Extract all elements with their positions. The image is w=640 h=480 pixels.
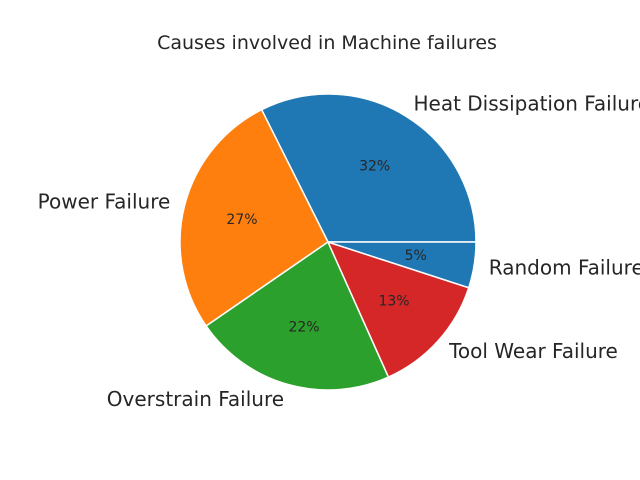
pie-percent-label: 13% (378, 293, 409, 309)
pie-slice-overstrain-failure (205, 240, 390, 391)
pie-category-label: Random Failures (489, 255, 640, 279)
pie-percent-label: 32% (359, 158, 390, 174)
pie-category-label: Heat Dissipation Failure (413, 91, 640, 115)
pie-category-label: Power Failure (38, 190, 171, 214)
pie-slice-tool-wear-failure (326, 240, 470, 379)
pie-percent-label: 27% (226, 212, 257, 228)
pie-category-label: Tool Wear Failure (448, 339, 618, 363)
pie-slice-random-failures (327, 241, 477, 289)
chart-title: Causes involved in Machine failures (157, 32, 497, 54)
pie-slices (179, 93, 477, 391)
pie-slice-heat-dissipation-failure (260, 93, 477, 243)
pie-category-label: Overstrain Failure (107, 387, 284, 411)
pie-percent-label: 5% (405, 248, 427, 264)
pie-slice-power-failure (179, 108, 329, 327)
pie-percent-label: 22% (288, 320, 319, 336)
pie-labels: 32% Heat Dissipation Failure 27% Power Fail… (38, 91, 640, 410)
